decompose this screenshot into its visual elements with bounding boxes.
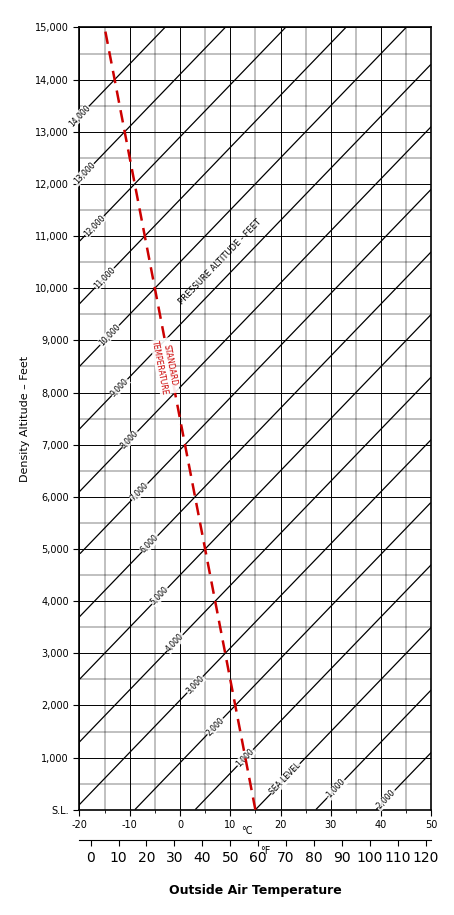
Text: 5,000: 5,000	[149, 585, 171, 607]
Text: °F: °F	[261, 846, 271, 856]
Text: 6,000: 6,000	[139, 533, 161, 554]
Text: 1,000: 1,000	[235, 747, 256, 769]
Text: 4,000: 4,000	[164, 632, 186, 654]
Text: -1,000: -1,000	[324, 777, 348, 801]
Text: 11,000: 11,000	[92, 265, 117, 290]
Text: SEA LEVEL: SEA LEVEL	[268, 761, 303, 796]
Text: 13,000: 13,000	[72, 161, 97, 186]
Text: 14,000: 14,000	[67, 103, 92, 129]
Y-axis label: Density Altitude – Feet: Density Altitude – Feet	[20, 356, 30, 481]
Text: 10,000: 10,000	[97, 322, 122, 348]
Text: 9,000: 9,000	[109, 376, 130, 398]
Text: 2,000: 2,000	[204, 716, 226, 737]
Text: PRESSURE ALTITUDE - FEET: PRESSURE ALTITUDE - FEET	[177, 218, 263, 307]
Text: 8,000: 8,000	[119, 428, 140, 450]
Text: Outside Air Temperature: Outside Air Temperature	[169, 884, 342, 897]
Text: -2,000: -2,000	[374, 788, 398, 812]
Text: 7,000: 7,000	[129, 480, 151, 502]
Text: 12,000: 12,000	[82, 213, 107, 238]
Text: °C: °C	[242, 826, 253, 836]
Text: 3,000: 3,000	[184, 673, 206, 695]
Text: STANDARD
TEMPERATURE: STANDARD TEMPERATURE	[150, 338, 180, 395]
